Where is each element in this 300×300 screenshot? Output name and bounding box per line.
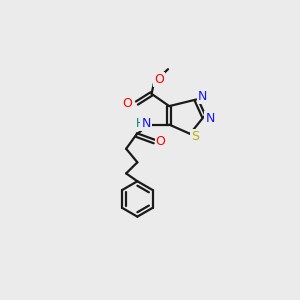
Text: N: N (142, 117, 151, 130)
Text: O: O (154, 74, 164, 86)
Text: H: H (136, 117, 144, 130)
Text: N: N (205, 112, 215, 124)
Text: N: N (198, 90, 207, 103)
Text: S: S (190, 130, 199, 143)
Text: O: O (155, 135, 165, 148)
Text: O: O (122, 97, 132, 110)
